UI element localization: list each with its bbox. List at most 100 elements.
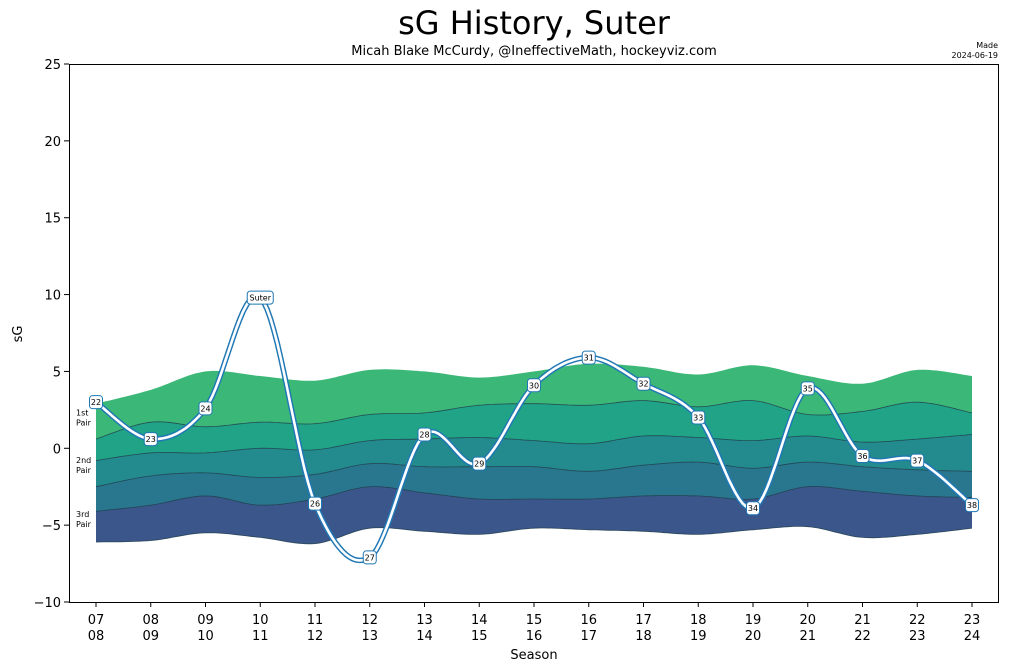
- point-label-box: [143, 432, 158, 447]
- point-label-box: [308, 496, 322, 511]
- point-label-box: [855, 448, 870, 463]
- x-tick-label-top: 20: [799, 613, 816, 628]
- point-label-box: [691, 410, 706, 425]
- point-label-text: 24: [200, 404, 210, 413]
- band-area-3: [96, 434, 972, 487]
- point-label-text: 31: [584, 354, 594, 363]
- x-tick-label-top: 22: [909, 613, 926, 628]
- band-label-1-line2: Pair: [76, 419, 92, 428]
- point-label-31: 31: [581, 350, 596, 365]
- x-tick-label-top: 09: [197, 613, 214, 628]
- band-boundary-2: [95, 434, 973, 461]
- point-label-33: 33: [691, 410, 706, 425]
- x-tick-label-bottom: 10: [197, 629, 214, 644]
- x-tick-label-bottom: 08: [88, 629, 105, 644]
- band-label-1: 1st: [76, 409, 88, 418]
- point-label-28: 28: [417, 427, 432, 442]
- point-label-box: [417, 427, 432, 442]
- point-label-text: 26: [310, 500, 320, 509]
- x-tick-label-bottom: 12: [307, 629, 324, 644]
- point-label-box: [246, 290, 274, 305]
- x-tick-label-bottom: 20: [745, 629, 762, 644]
- point-label-text: 34: [748, 504, 758, 513]
- made-date: 2024-06-19: [951, 51, 999, 60]
- y-tick-label: 0: [53, 442, 61, 457]
- x-tick-label-bottom: 14: [416, 629, 433, 644]
- point-label-box: [746, 501, 760, 516]
- point-label-27: 27: [362, 550, 377, 565]
- made-label: Made: [976, 41, 998, 50]
- band-label-2: 2nd: [76, 456, 91, 465]
- x-tick-label-bottom: 17: [580, 629, 597, 644]
- x-tick-label-bottom: 18: [635, 629, 652, 644]
- band-boundary-5: [95, 526, 973, 545]
- x-tick-label-bottom: 22: [854, 629, 871, 644]
- point-label-text: 22: [91, 398, 101, 407]
- point-label-36: 36: [855, 448, 870, 463]
- point-label-30: 30: [527, 378, 541, 393]
- y-tick-label: 15: [44, 212, 61, 227]
- point-label-text: 29: [474, 460, 484, 469]
- point-label-text: 23: [146, 435, 156, 444]
- point-label-text: 27: [365, 553, 375, 562]
- point-label-box: [636, 376, 651, 391]
- x-axis-label: Season: [510, 648, 557, 663]
- band-area-2: [96, 400, 972, 461]
- x-tick-label-bottom: 13: [361, 629, 378, 644]
- point-label-text: 38: [967, 501, 977, 510]
- point-label-box: [472, 456, 487, 471]
- series-point-labels: 22 23 24 Suter 26 27 28 29 30 31 32 33 34 35 36 37 38: [89, 290, 979, 565]
- point-label-32: 32: [636, 376, 651, 391]
- y-tick-label: −5: [42, 519, 61, 534]
- point-label-22: 22: [89, 395, 103, 410]
- chart-subtitle: Micah Blake McCurdy, @IneffectiveMath, h…: [351, 44, 717, 59]
- x-tick-label-bottom: 23: [909, 629, 926, 644]
- point-label-box: [910, 453, 925, 468]
- x-tick-label-top: 10: [252, 613, 269, 628]
- point-label-35: 35: [800, 381, 815, 396]
- x-tick-label-top: 12: [361, 613, 378, 628]
- point-label-text: 33: [693, 414, 703, 423]
- point-label-24: 24: [198, 401, 213, 416]
- x-tick-label-top: 16: [580, 613, 597, 628]
- band-boundary-lines: [95, 400, 973, 545]
- point-label-box: [362, 550, 377, 565]
- x-tick-label-top: 15: [526, 613, 543, 628]
- x-tick-label-top: 11: [307, 613, 324, 628]
- point-label-text: Suter: [250, 294, 272, 303]
- x-tick-label-top: 19: [745, 613, 762, 628]
- x-tick-label-top: 14: [471, 613, 488, 628]
- x-tick-label-top: 17: [635, 613, 652, 628]
- x-tick-label-bottom: 11: [252, 629, 269, 644]
- point-label-37: 37: [910, 453, 925, 468]
- band-label-3: 3rd: [76, 510, 89, 519]
- x-tick-label-bottom: 16: [526, 629, 543, 644]
- y-tick-label: −10: [34, 596, 61, 611]
- band-label-3-line2: Pair: [76, 520, 92, 529]
- point-label-Suter: Suter: [246, 290, 274, 305]
- point-label-box: [527, 378, 541, 393]
- point-label-26: 26: [308, 496, 322, 511]
- x-tick-label-bottom: 09: [142, 629, 159, 644]
- point-label-text: 35: [803, 384, 813, 393]
- point-label-34: 34: [746, 501, 760, 516]
- made-date-note: Made 2024-06-19: [952, 41, 999, 61]
- x-tick-label-top: 13: [416, 613, 433, 628]
- x-tick-label-top: 18: [690, 613, 707, 628]
- point-label-box: [800, 381, 815, 396]
- y-tick-label: 25: [44, 58, 61, 73]
- x-tick-label-bottom: 24: [964, 629, 981, 644]
- band-area-1: [96, 363, 972, 440]
- point-label-text: 30: [529, 381, 539, 390]
- y-tick-label: 10: [44, 289, 61, 304]
- x-tick-label-bottom: 21: [799, 629, 816, 644]
- band-boundary-1: [95, 400, 973, 440]
- point-label-box: [198, 401, 213, 416]
- point-label-text: 36: [857, 452, 867, 461]
- point-label-text: 32: [638, 380, 648, 389]
- x-tick-label-bottom: 15: [471, 629, 488, 644]
- y-tick-label: 5: [53, 365, 61, 380]
